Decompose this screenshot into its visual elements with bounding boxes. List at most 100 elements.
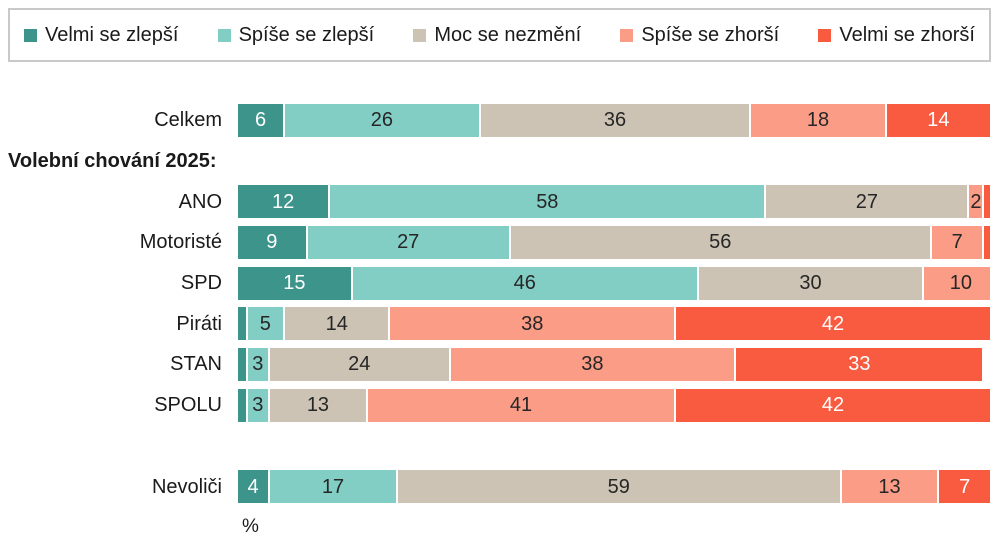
segment-value-label: 33 xyxy=(848,353,871,376)
segment-value-label: 24 xyxy=(348,353,371,376)
bar-segment: 27 xyxy=(764,185,968,219)
chart-row: Nevoliči 4 17 59 13 7 xyxy=(0,466,999,507)
bar-segment: 42 xyxy=(674,388,990,422)
bar-segment: 41 xyxy=(365,388,675,422)
category-label: STAN xyxy=(170,353,222,376)
segment-value-label: 42 xyxy=(821,312,845,335)
legend-item: Spíše se zlepší xyxy=(217,23,375,47)
bar-segment xyxy=(238,307,246,341)
chart-legend: Velmi se zlepší Spíše se zlepší Moc se n… xyxy=(8,8,991,62)
segment-value-label: 14 xyxy=(927,109,950,132)
segment-value-label: 12 xyxy=(271,190,295,213)
category-label: Piráti xyxy=(176,312,222,335)
bar-segment: 36 xyxy=(478,103,750,137)
segment-value-label: 58 xyxy=(536,190,559,213)
legend-item: Moc se nezmění xyxy=(413,24,581,47)
spacer-row xyxy=(0,426,999,467)
segment-value-label: 56 xyxy=(709,231,732,254)
bar-segment: 14 xyxy=(884,103,990,137)
legend-label: Spíše se zhorší xyxy=(641,23,780,46)
bar-segment xyxy=(982,185,990,219)
bar-segment: 24 xyxy=(268,347,449,381)
segment-value-label: 26 xyxy=(370,109,393,132)
segment-value-label: 59 xyxy=(607,475,630,498)
legend-swatch-icon xyxy=(620,28,634,42)
segment-value-label: 3 xyxy=(252,353,264,376)
bar-segment xyxy=(238,388,246,422)
legend-item: Velmi se zhorší xyxy=(818,24,975,47)
segment-value-label: 14 xyxy=(325,312,348,335)
legend-item: Velmi se zlepší xyxy=(24,24,178,47)
segment-value-label: 13 xyxy=(878,475,901,498)
bar-segment: 59 xyxy=(395,470,840,504)
axis-row: % xyxy=(0,507,999,537)
segment-value-label: 18 xyxy=(806,109,830,132)
legend-swatch-icon xyxy=(413,28,427,42)
bar-track: 3 24 38 33 xyxy=(238,347,990,381)
segment-value-label: 5 xyxy=(259,312,271,335)
segment-value-label: 17 xyxy=(321,475,345,498)
bar-segment: 7 xyxy=(937,470,990,504)
category-label: SPOLU xyxy=(154,394,222,417)
bar-track: 5 14 38 42 xyxy=(238,307,990,341)
legend-label: Spíše se zlepší xyxy=(238,23,375,46)
bar-segment: 7 xyxy=(929,225,983,259)
segment-value-label: 30 xyxy=(799,272,822,295)
category-label: Motoristé xyxy=(139,231,222,254)
segment-value-label: 27 xyxy=(397,231,420,254)
legend-swatch-icon xyxy=(818,28,832,42)
bar-segment: 13 xyxy=(839,470,938,504)
chart-row: SPOLU 3 13 41 42 xyxy=(0,385,999,426)
bar-track: 4 17 59 13 7 xyxy=(238,470,990,504)
legend-label: Moc se nezmění xyxy=(434,23,582,46)
bar-track: 3 13 41 42 xyxy=(238,388,990,422)
bar-segment: 6 xyxy=(238,103,284,137)
bar-segment: 15 xyxy=(238,266,351,300)
bar-segment: 5 xyxy=(245,307,284,341)
bar-segment: 38 xyxy=(448,347,735,381)
bar-segment xyxy=(982,225,990,259)
chart-row: STAN 3 24 38 33 xyxy=(0,344,999,385)
segment-value-label: 4 xyxy=(247,475,259,498)
bar-segment: 3 xyxy=(245,388,269,422)
bar-segment xyxy=(238,347,246,381)
chart-row: ANO 12 58 27 2 xyxy=(0,181,999,222)
legend-swatch-icon xyxy=(217,28,231,42)
bar-segment: 30 xyxy=(696,266,923,300)
axis-unit-label: % xyxy=(242,516,259,537)
bar-segment: 18 xyxy=(749,103,885,137)
segment-value-label: 13 xyxy=(306,394,330,417)
segment-value-label: 10 xyxy=(949,272,973,295)
segment-value-label: 2 xyxy=(970,190,982,213)
bar-segment: 3 xyxy=(245,347,269,381)
bar-track: 9 27 56 7 xyxy=(238,225,990,259)
bar-segment: 9 xyxy=(238,225,306,259)
legend-label: Velmi se zlepší xyxy=(45,23,179,46)
segment-value-label: 15 xyxy=(283,272,306,295)
segment-value-label: 41 xyxy=(509,394,533,417)
legend-label: Velmi se zhorší xyxy=(839,23,975,46)
segment-value-label: 38 xyxy=(521,312,544,335)
bar-segment: 42 xyxy=(674,307,990,341)
group-header-label: Volební chování 2025: xyxy=(8,149,217,172)
segment-value-label: 38 xyxy=(581,353,604,376)
bar-segment: 12 xyxy=(238,185,329,219)
stacked-bar-chart: Celkem 6 26 36 18 14 Volební chování 2025: A… xyxy=(0,100,999,537)
category-label: SPD xyxy=(180,272,222,295)
segment-value-label: 27 xyxy=(855,190,879,213)
segment-value-label: 46 xyxy=(513,272,536,295)
segment-value-label: 9 xyxy=(266,231,278,254)
bar-track: 6 26 36 18 14 xyxy=(238,103,990,137)
chart-row: SPD 15 46 30 10 xyxy=(0,263,999,304)
segment-value-label: 3 xyxy=(252,394,264,417)
bar-segment: 33 xyxy=(734,347,983,381)
bar-segment: 13 xyxy=(268,388,366,422)
category-label: Nevoliči xyxy=(151,475,222,498)
bar-segment: 14 xyxy=(283,307,389,341)
group-header-row: Volební chování 2025: xyxy=(0,141,999,182)
segment-value-label: 42 xyxy=(821,394,845,417)
segment-value-label: 36 xyxy=(603,109,627,132)
segment-value-label: 7 xyxy=(959,475,971,498)
bar-segment: 10 xyxy=(922,266,990,300)
